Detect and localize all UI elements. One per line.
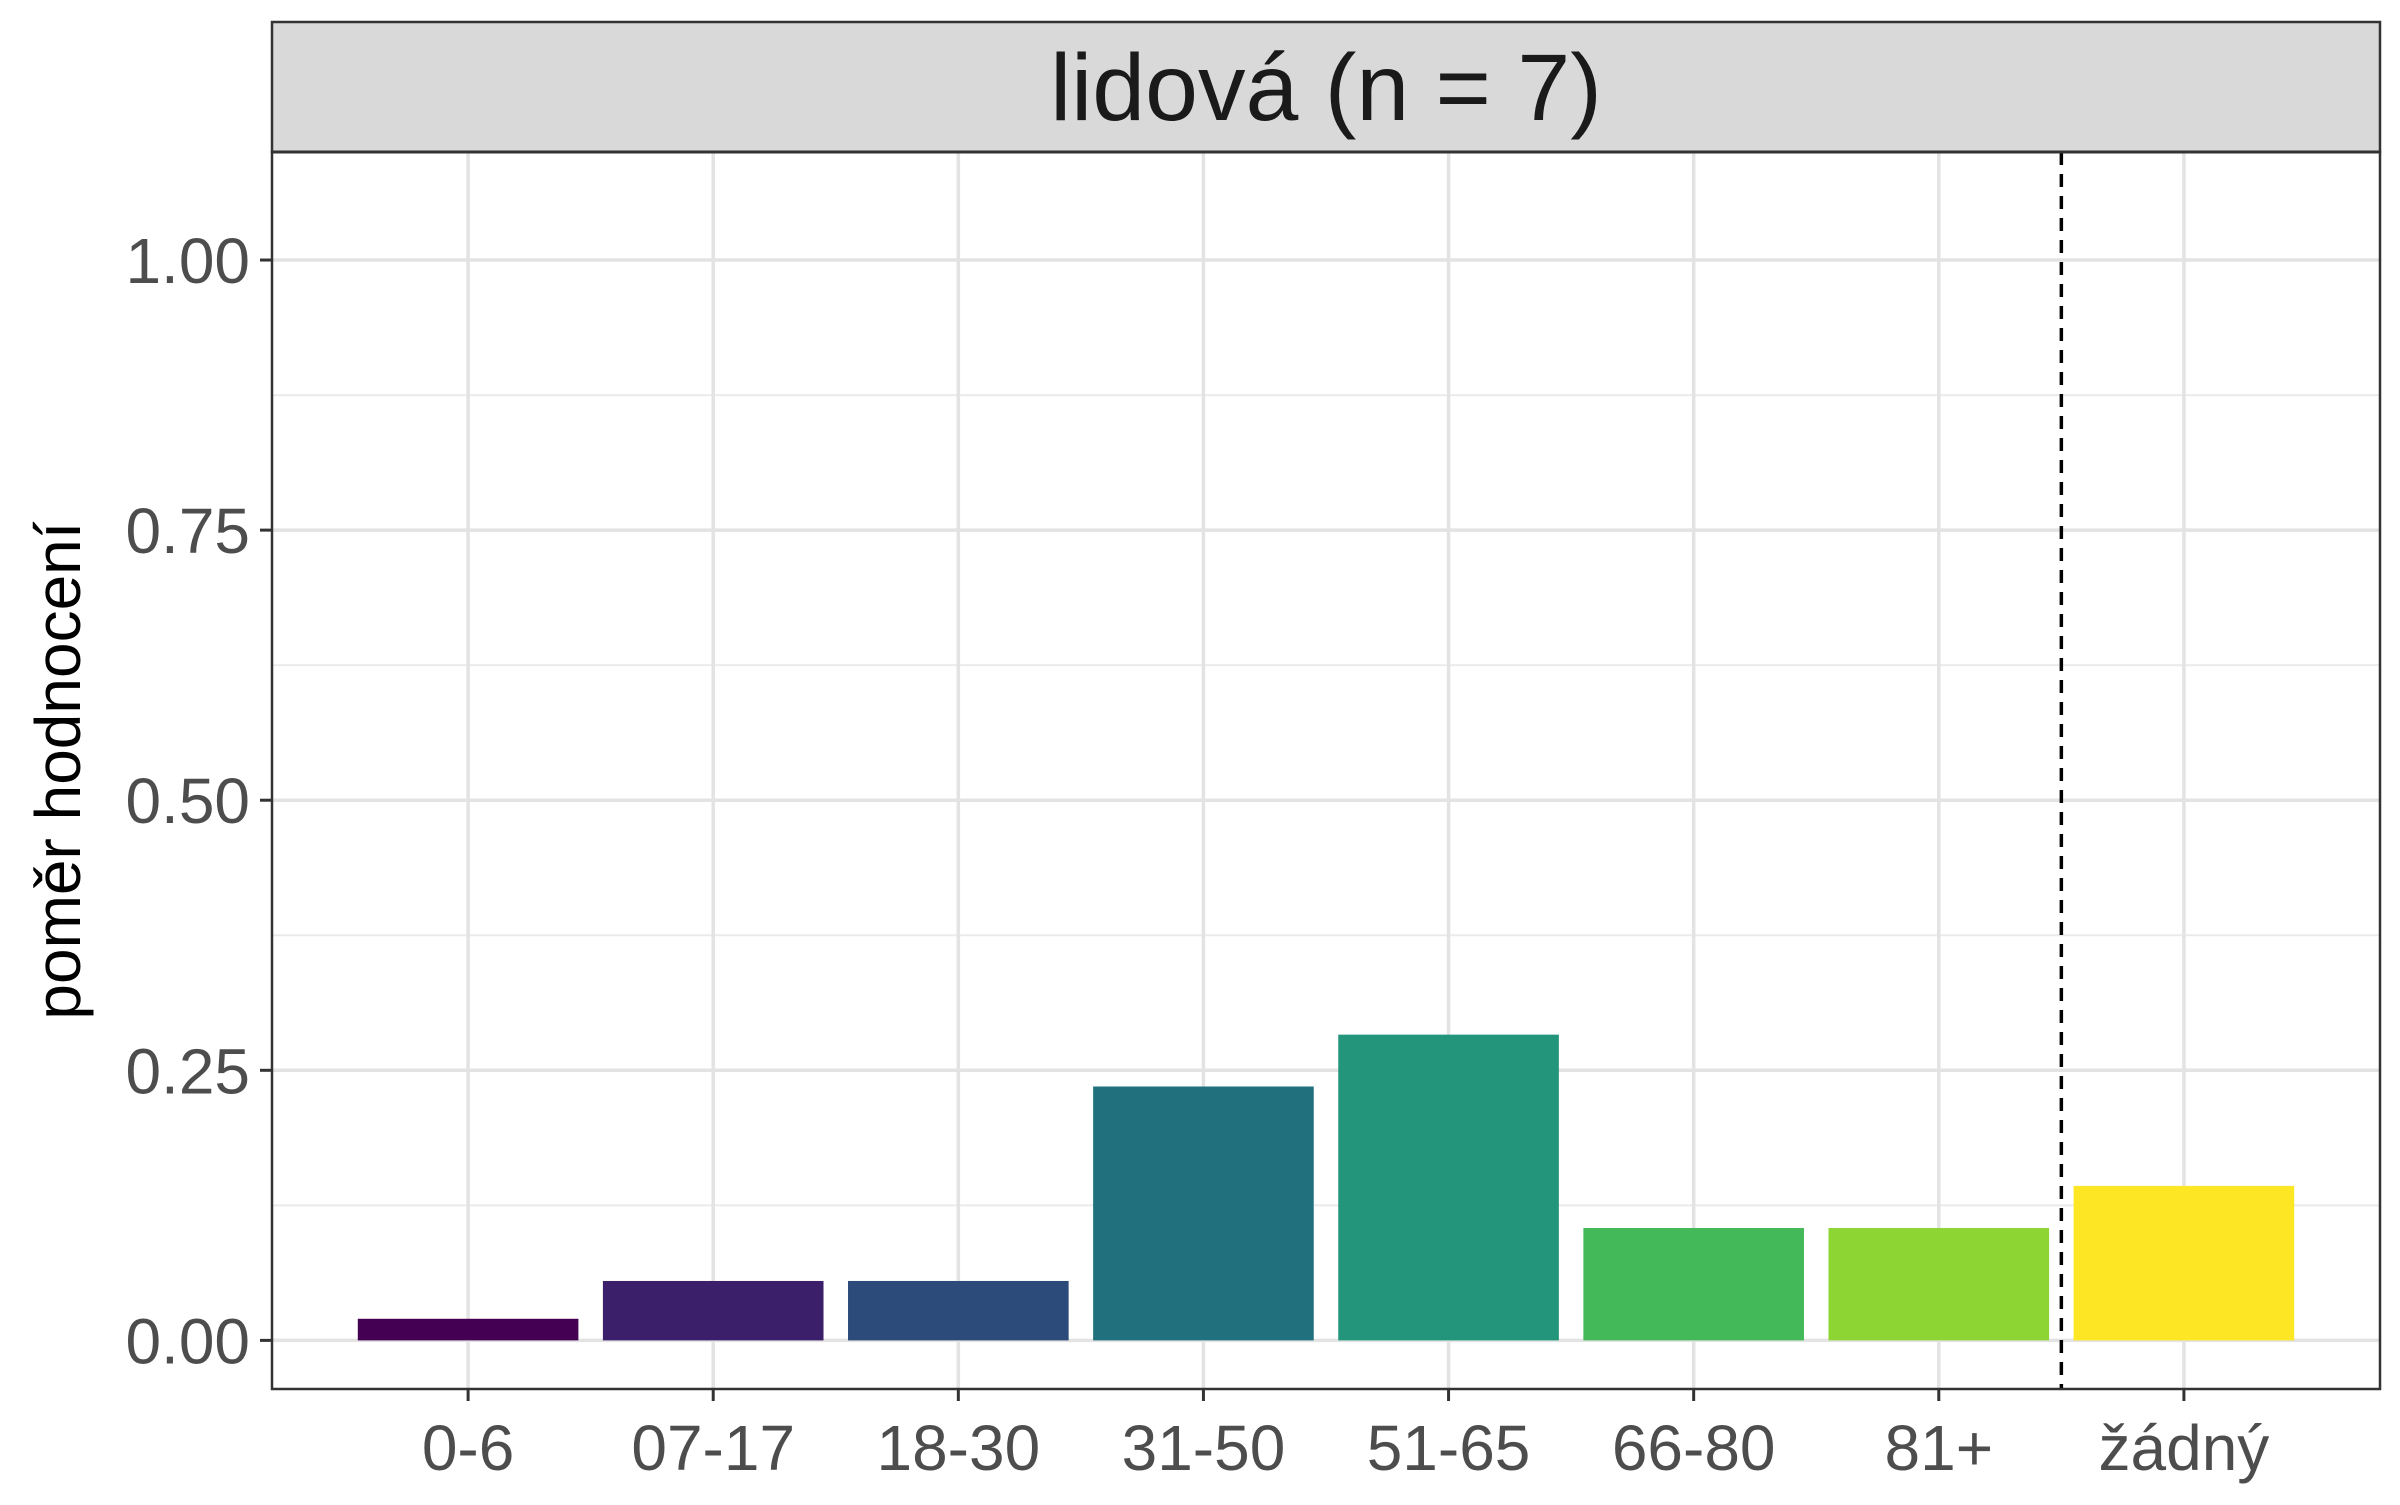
facet-strip: lidová (n = 7) bbox=[270, 20, 2382, 154]
bar-žádný bbox=[2073, 1185, 2295, 1341]
y-axis-title: poměr hodnocení bbox=[22, 521, 94, 1019]
bar-18-30 bbox=[848, 1280, 1069, 1341]
chart-title: lidová (n = 7) bbox=[1050, 35, 1602, 141]
x-tick-label: 31-50 bbox=[1122, 1412, 1286, 1484]
x-tick-label: 18-30 bbox=[876, 1412, 1040, 1484]
x-tick-label: 81+ bbox=[1885, 1412, 1994, 1484]
y-tick-label: 0.00 bbox=[125, 1305, 250, 1377]
plot-panel bbox=[272, 152, 2380, 1389]
bar-81+ bbox=[1828, 1228, 2050, 1341]
x-tick-label: 66-80 bbox=[1612, 1412, 1776, 1484]
bar-66-80 bbox=[1583, 1228, 1804, 1341]
bar-07-17 bbox=[602, 1280, 824, 1341]
x-tick-label: žádný bbox=[2099, 1412, 2270, 1484]
y-tick-label: 0.75 bbox=[125, 495, 250, 567]
bar-51-65 bbox=[1338, 1034, 1559, 1341]
y-tick-label: 0.25 bbox=[125, 1035, 250, 1107]
x-tick-label: 51-65 bbox=[1367, 1412, 1531, 1484]
x-tick-label: 07-17 bbox=[631, 1412, 795, 1484]
x-tick-label: 0-6 bbox=[422, 1412, 515, 1484]
axes: 0.00 0.25 0.50 0.75 1.00 0-6 07-17 18-30 31-50 51… bbox=[22, 150, 2382, 1484]
y-tick-label: 1.00 bbox=[125, 225, 250, 297]
bar-0-6 bbox=[357, 1318, 579, 1341]
bar-31-50 bbox=[1093, 1086, 1314, 1341]
plot-background bbox=[272, 152, 2380, 1389]
y-tick-label: 0.50 bbox=[125, 765, 250, 837]
facet-strip-background bbox=[270, 20, 2382, 154]
bars bbox=[357, 1034, 2295, 1341]
